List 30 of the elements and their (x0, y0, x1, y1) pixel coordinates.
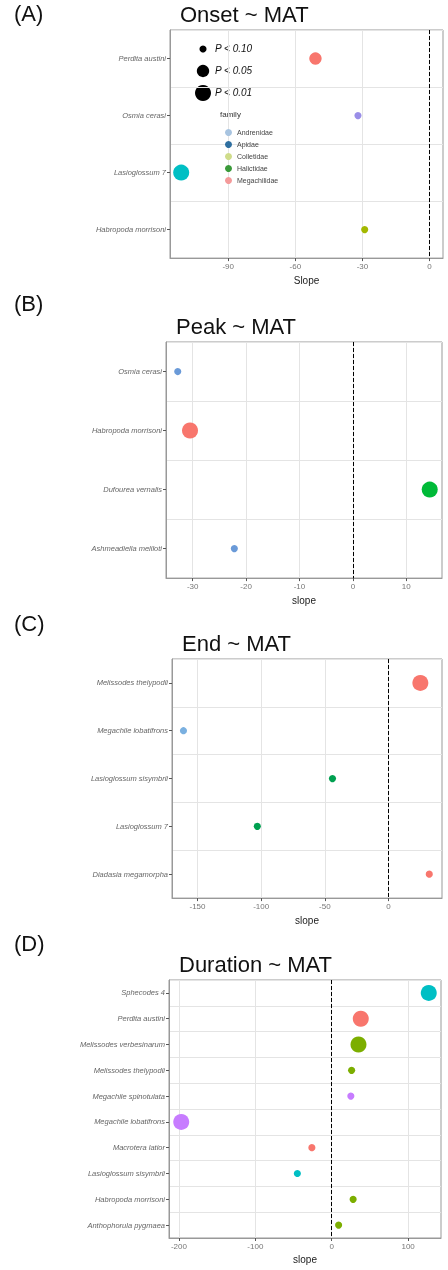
x-tick-label: -100 (253, 901, 270, 911)
x-tick-label: -50 (319, 901, 332, 911)
x-tick-label: -150 (189, 901, 207, 911)
chart-title: Onset ~ MAT (180, 1, 309, 27)
text: (B) (14, 290, 44, 316)
x-axis-title: slope (295, 914, 320, 926)
x-tick-label: -30 (186, 581, 200, 591)
x-tick-label: 0 (427, 261, 433, 271)
x-tick-label: 10 (401, 581, 412, 591)
chart-title: Duration ~ MAT (179, 951, 333, 977)
x-tick-label: 0 (329, 1241, 335, 1251)
x-tick-label: -60 (289, 261, 302, 271)
x-tick-label: -100 (247, 1241, 264, 1251)
text: (D) (14, 930, 45, 956)
x-tick-label: 0 (386, 901, 392, 911)
x-tick-label: 100 (401, 1241, 416, 1251)
x-tick-label: -200 (170, 1241, 188, 1251)
x-tick-label: 0 (350, 581, 356, 591)
x-tick-label: -10 (293, 581, 306, 591)
text: (C) (14, 610, 45, 636)
chart-title: End ~ MAT (182, 630, 292, 656)
x-tick-label: -30 (356, 261, 369, 271)
x-axis-title: Slope (293, 274, 320, 286)
x-tick-label: -90 (222, 261, 235, 271)
text: (A) (14, 0, 44, 26)
x-axis-title: slope (293, 1254, 318, 1266)
x-axis-title: slope (292, 594, 317, 606)
x-tick-label: -20 (240, 581, 253, 591)
chart-title: Peak ~ MAT (176, 313, 297, 339)
legend-title: family (220, 109, 241, 119)
